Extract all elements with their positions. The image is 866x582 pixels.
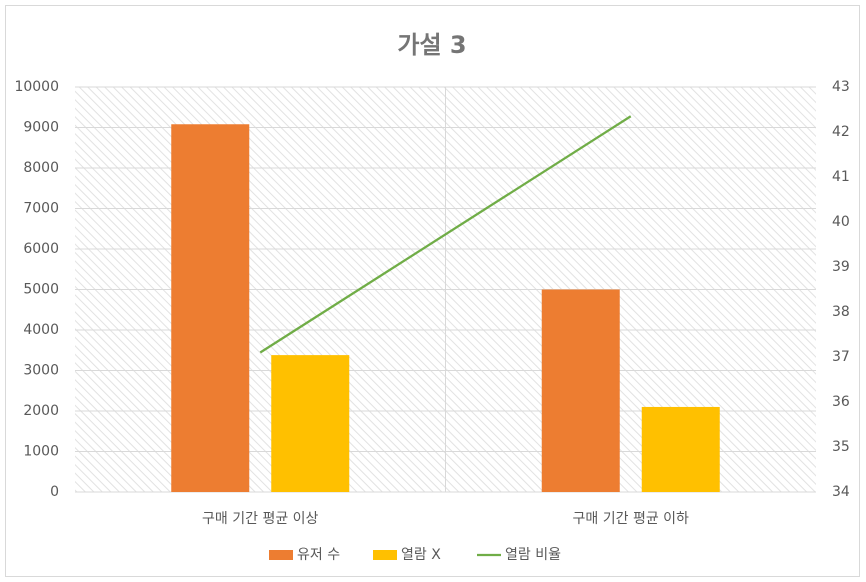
y-tick-label: 0 xyxy=(50,484,59,500)
bar xyxy=(171,124,250,492)
y2-tick-label: 43 xyxy=(832,79,850,95)
y2-tick-label: 39 xyxy=(832,259,850,275)
y2-tick-label: 34 xyxy=(832,484,850,500)
bar xyxy=(271,355,350,492)
legend-label: 유저 수 xyxy=(297,547,340,563)
legend-swatch xyxy=(373,550,397,560)
y2-tick-label: 35 xyxy=(832,439,850,455)
chart-title: 가설 3 xyxy=(397,31,466,59)
y-tick-label: 5000 xyxy=(23,282,59,298)
y-tick-label: 9000 xyxy=(23,120,59,136)
y2-tick-label: 38 xyxy=(832,304,850,320)
y-tick-label: 2000 xyxy=(23,403,59,419)
y-tick-label: 7000 xyxy=(23,201,59,217)
legend-label: 열람 X xyxy=(401,547,441,563)
y-tick-label: 6000 xyxy=(23,241,59,257)
legend-swatch xyxy=(269,550,293,560)
y-tick-label: 3000 xyxy=(23,363,59,379)
y2-tick-label: 42 xyxy=(832,124,850,140)
bar xyxy=(541,289,620,492)
line xyxy=(259,115,632,354)
y2-tick-label: 41 xyxy=(832,169,850,185)
legend-label: 열람 비율 xyxy=(505,547,561,563)
y-tick-label: 10000 xyxy=(14,79,59,95)
y2-tick-label: 37 xyxy=(832,349,850,365)
x-tick-label: 구매 기간 평균 이하 xyxy=(573,511,690,527)
y-tick-label: 1000 xyxy=(23,444,59,460)
y-tick-label: 8000 xyxy=(23,160,59,176)
x-tick-label: 구매 기간 평균 이상 xyxy=(202,511,319,527)
bar xyxy=(641,406,720,492)
y2-tick-label: 36 xyxy=(832,394,850,410)
y-tick-label: 4000 xyxy=(23,322,59,338)
y2-tick-label: 40 xyxy=(832,214,850,230)
